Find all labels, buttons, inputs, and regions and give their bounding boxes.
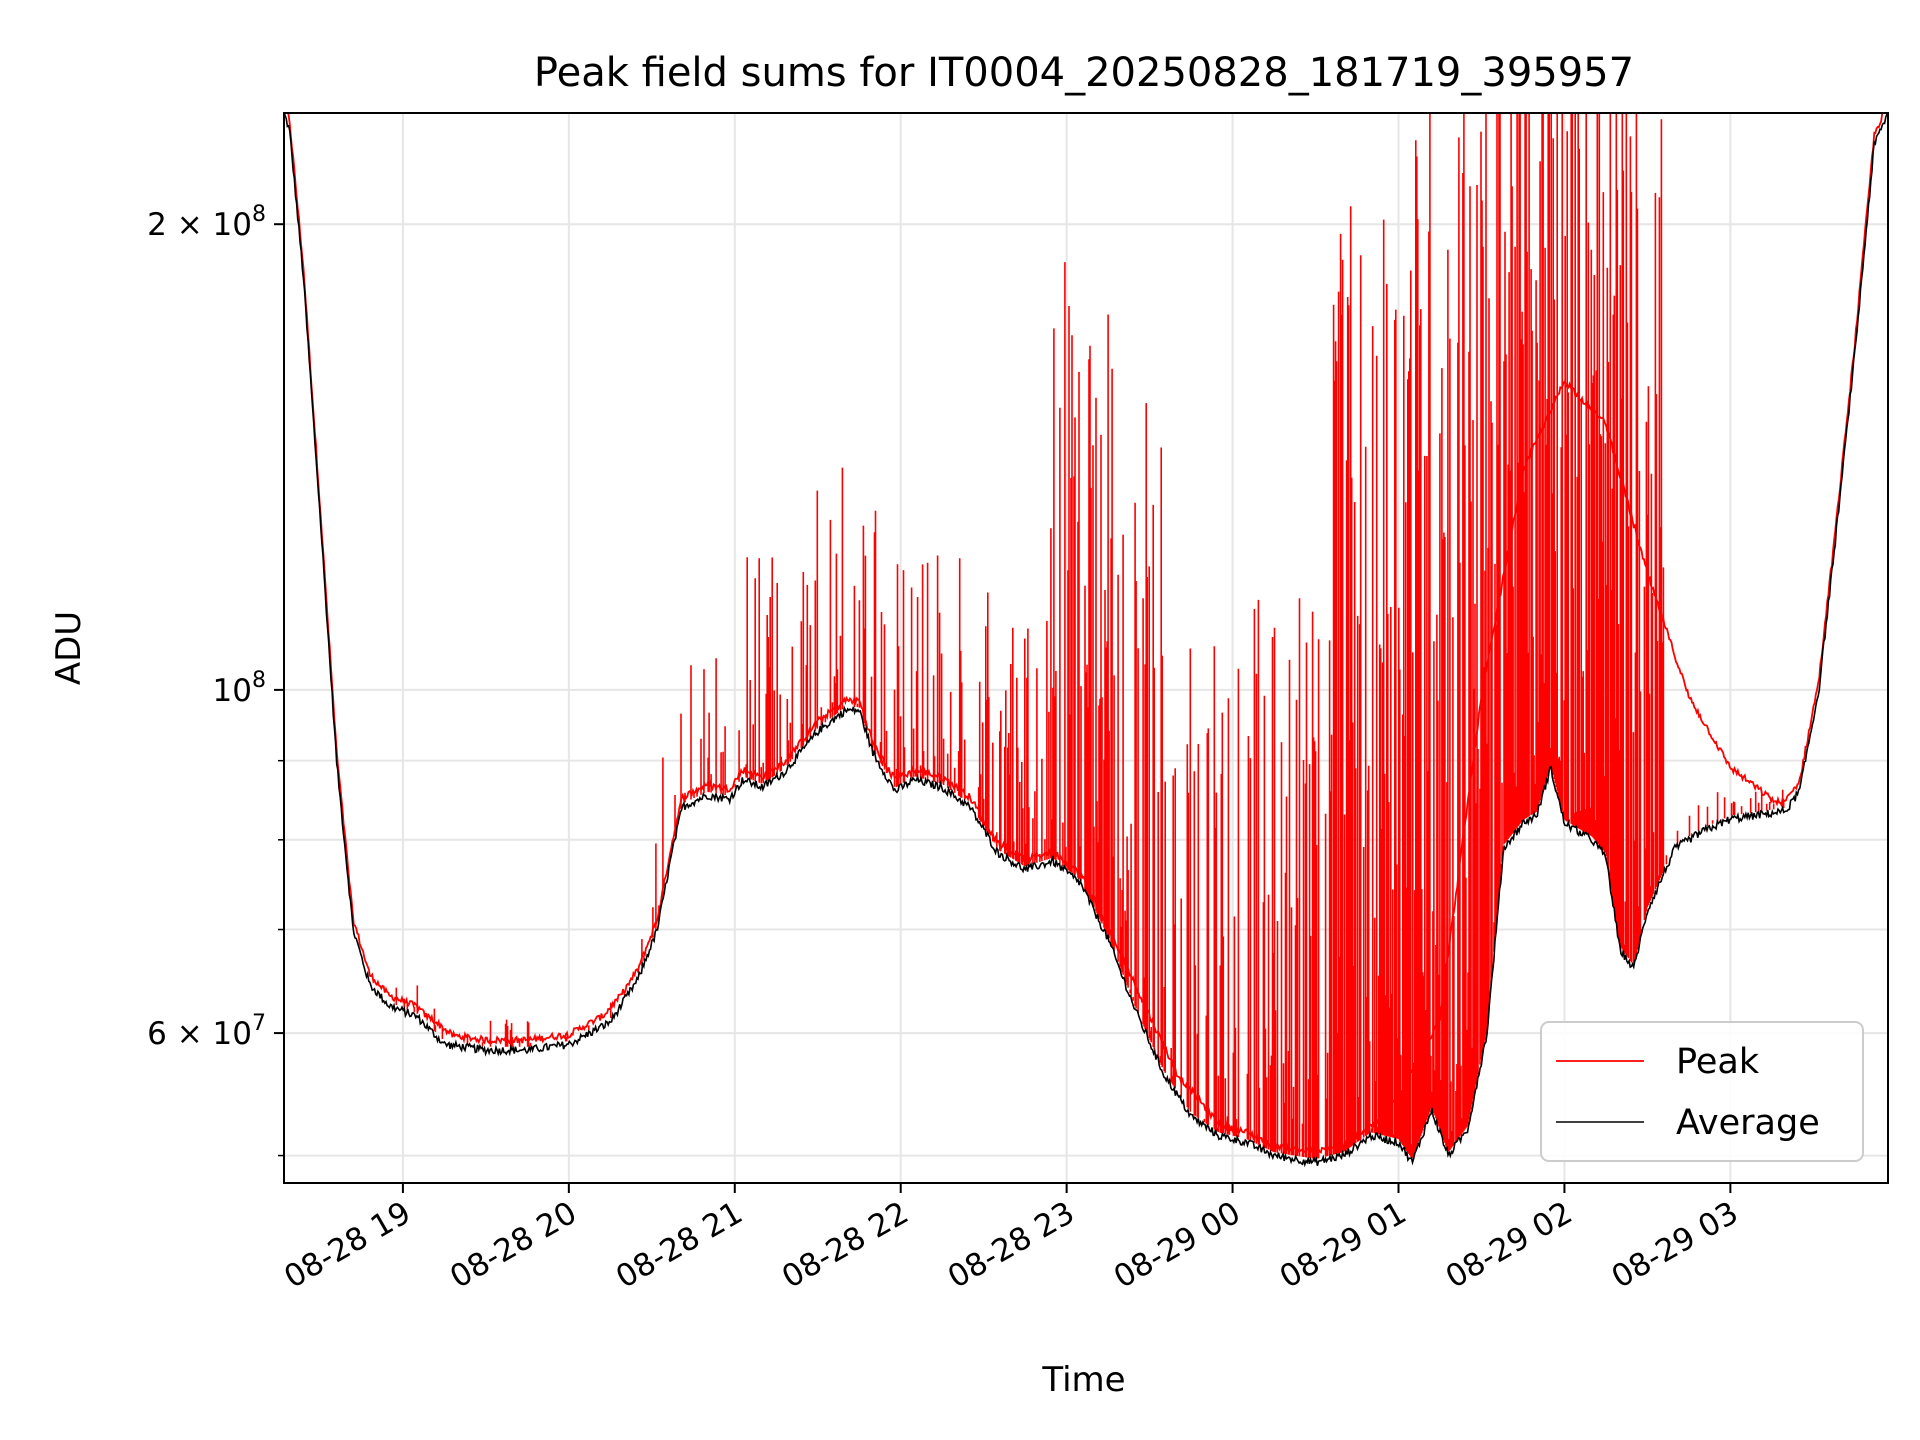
y-axis-label: ADU <box>49 611 89 685</box>
y-tick-label-exponent: 7 <box>252 1011 266 1036</box>
chart-title: Peak field sums for IT0004_20250828_1817… <box>534 50 1634 96</box>
plot-frame <box>283 112 1889 1184</box>
legend-label-average: Average <box>1676 1103 1820 1143</box>
plot-area <box>284 113 1888 1168</box>
y-tick-label: 2 × 108 <box>147 202 266 243</box>
y-tick-label-base: 6 × 10 <box>147 1016 252 1052</box>
y-tick-label: 6 × 107 <box>147 1011 266 1052</box>
y-tick-label-exponent: 8 <box>252 202 266 227</box>
legend-box <box>1540 1021 1864 1162</box>
y-tick-label-base: 2 × 10 <box>147 207 252 243</box>
x-axis-label: Time <box>1041 1360 1125 1400</box>
series-line-peak <box>287 113 1885 1157</box>
y-tick-label-base: 10 <box>213 673 252 709</box>
y-tick-label: 108 <box>213 668 266 709</box>
legend: Peak Average <box>1540 1021 1864 1162</box>
series-line-average <box>284 113 1888 1168</box>
y-tick-label-exponent: 8 <box>252 668 266 693</box>
legend-label-peak: Peak <box>1676 1042 1760 1082</box>
